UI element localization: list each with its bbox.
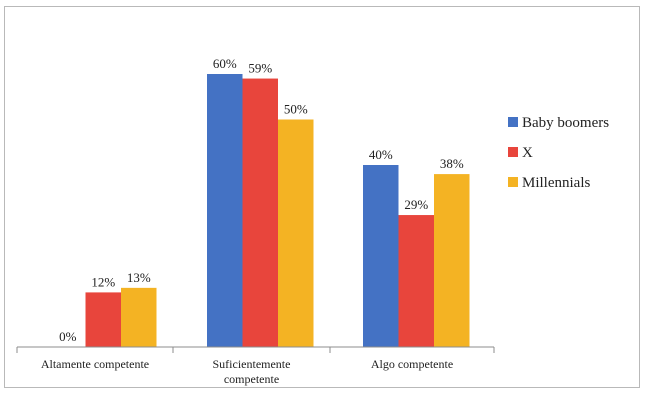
legend-label-3: Millennials — [522, 175, 590, 191]
data-label-2-3: 29% — [404, 197, 428, 212]
data-label-2-1: 12% — [91, 274, 115, 289]
category-label-2-line-2: competente — [224, 372, 279, 386]
data-label-2-2: 59% — [248, 61, 272, 76]
legend: Baby boomers X Millennials — [508, 115, 609, 191]
category-labels-group: Altamente competente Suficientementecompe… — [41, 357, 453, 386]
data-label-3-1: 13% — [127, 270, 151, 285]
legend-swatch-2 — [508, 147, 518, 157]
category-label-3: Algo competente — [371, 357, 453, 371]
data-label-1-2: 60% — [213, 56, 237, 71]
bar-2-2 — [242, 78, 278, 348]
bar-3-3 — [434, 174, 470, 347]
category-label-2-line-1: Suficientemente — [213, 357, 291, 371]
data-label-1-3: 40% — [369, 147, 393, 162]
legend-swatch-3 — [508, 177, 518, 187]
bar-3-2 — [278, 119, 314, 347]
bars-group — [85, 74, 470, 348]
bar-3-1 — [121, 287, 157, 347]
data-labels-group: 0% 60% 40% 12% 59% 29% 13% 50% 38% — [59, 56, 464, 344]
legend-label-1: Baby boomers — [522, 115, 609, 131]
data-label-3-2: 50% — [284, 102, 308, 117]
data-label-1-1: 0% — [59, 329, 77, 344]
category-label-1: Altamente competente — [41, 357, 149, 371]
bar-2-3 — [398, 215, 434, 347]
bar-1-2 — [207, 74, 243, 347]
bar-2-1 — [85, 292, 121, 347]
x-axis-ticks — [16, 347, 495, 353]
data-label-3-3: 38% — [440, 156, 464, 171]
bar-1-3 — [363, 165, 399, 347]
legend-swatch-1 — [508, 117, 518, 127]
legend-label-2: X — [522, 145, 533, 161]
